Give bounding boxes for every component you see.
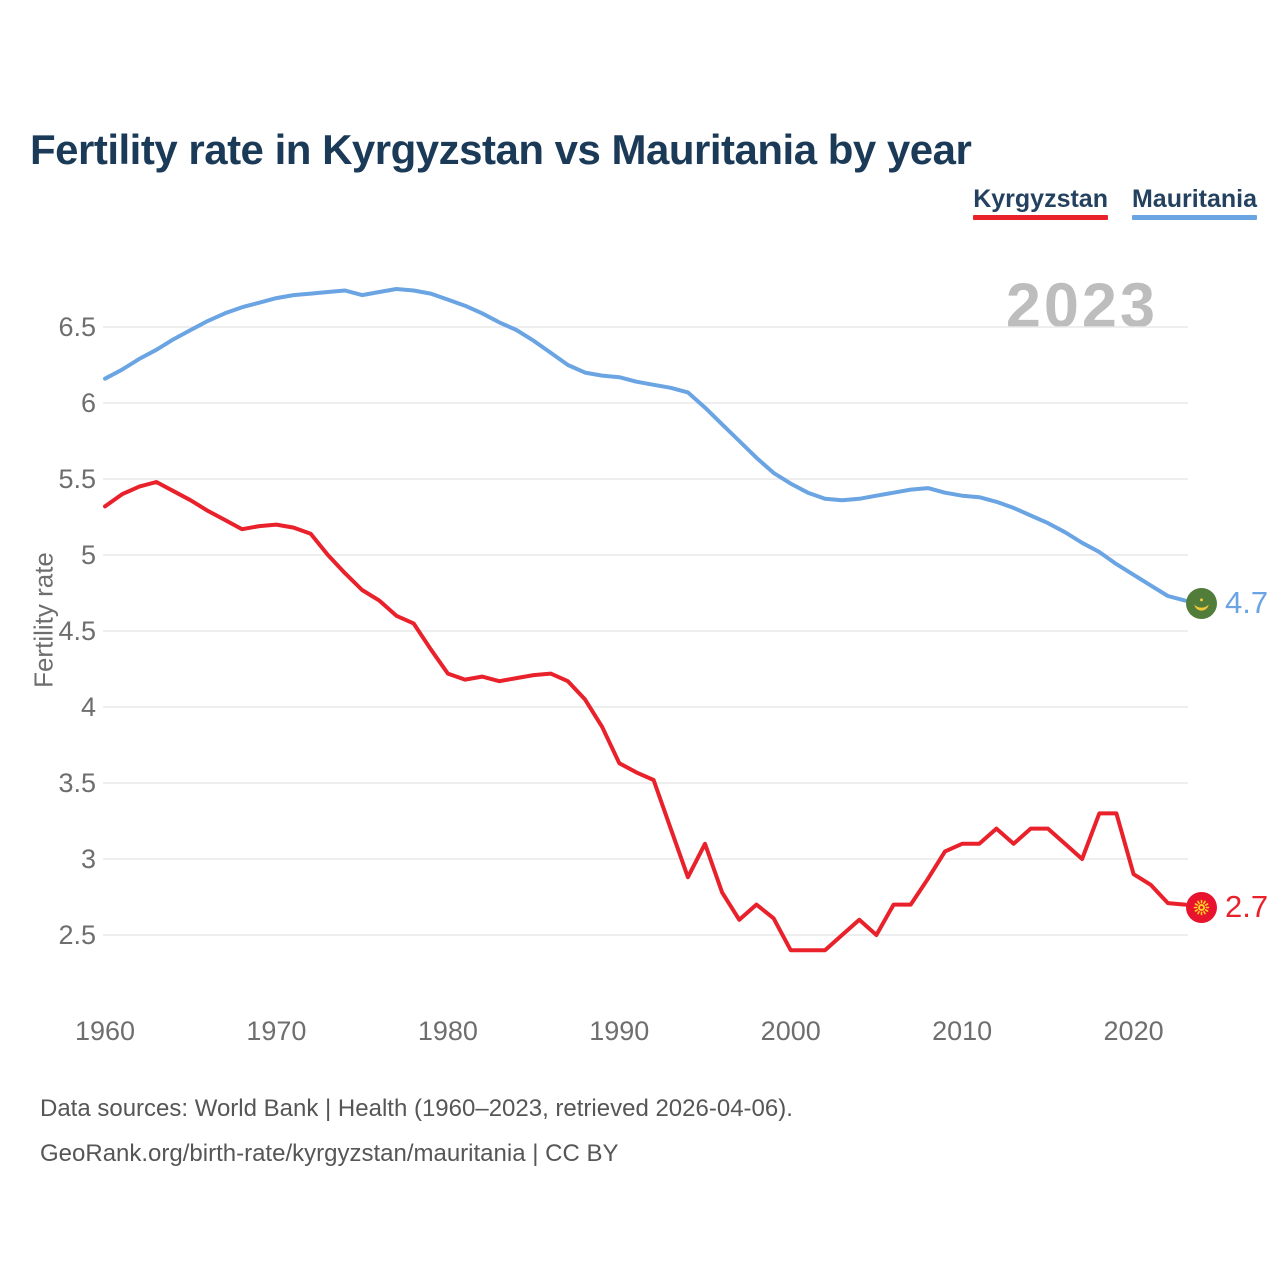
- y-tick-label: 5: [81, 540, 96, 570]
- x-tick-label: 1980: [418, 1016, 478, 1046]
- y-axis-title: Fertility rate: [28, 552, 59, 688]
- kyrgyzstan-flag-icon: [1186, 891, 1217, 923]
- legend-label-mauritania: Mauritania: [1131, 185, 1257, 213]
- y-tick-label: 4: [81, 692, 96, 722]
- legend: Kyrgyzstan Mauritania: [973, 186, 1257, 220]
- legend-item-mauritania[interactable]: Mauritania: [1131, 185, 1257, 220]
- y-tick-label: 6.5: [58, 312, 96, 342]
- y-tick-label: 5.5: [58, 464, 96, 494]
- end-value-mauritania: 4.7: [1225, 585, 1269, 621]
- series-line-kyrgyzstan[interactable]: [103, 480, 1187, 953]
- watermark-year: 2023: [1005, 271, 1158, 341]
- x-tick-label: 2020: [1104, 1016, 1164, 1046]
- mauritania-flag-icon: [1186, 587, 1217, 619]
- y-tick-label: 6: [81, 388, 96, 418]
- legend-underline-mauritania: [1131, 215, 1257, 220]
- x-tick-label: 2000: [761, 1016, 821, 1046]
- page-title: Fertility rate in Kyrgyzstan vs Mauritan…: [30, 126, 972, 174]
- legend-label-kyrgyzstan: Kyrgyzstan: [973, 185, 1108, 213]
- y-tick-label: 2.5: [58, 920, 96, 950]
- footer-sources-line: Data sources: World Bank | Health (1960–…: [40, 1095, 793, 1122]
- x-tick-label: 1990: [589, 1016, 649, 1046]
- x-tick-label: 2010: [932, 1016, 992, 1046]
- series-line-mauritania[interactable]: [103, 287, 1187, 603]
- end-label-kyrgyzstan: 2.7: [1186, 889, 1268, 925]
- legend-item-kyrgyzstan[interactable]: Kyrgyzstan: [973, 186, 1108, 220]
- y-tick-label: 3.5: [58, 768, 96, 798]
- y-tick-label: 3: [81, 844, 96, 874]
- x-tick-label: 1970: [246, 1016, 306, 1046]
- footer-attribution-line: GeoRank.org/birth-rate/kyrgyzstan/maurit…: [40, 1140, 619, 1167]
- y-tick-label: 4.5: [58, 616, 96, 646]
- end-value-kyrgyzstan: 2.7: [1225, 889, 1269, 925]
- footer: Data sources: World Bank | Health (1960–…: [40, 1086, 793, 1176]
- x-tick-label: 1960: [75, 1016, 135, 1046]
- legend-underline-kyrgyzstan: [973, 215, 1108, 220]
- end-label-mauritania: 4.7: [1186, 585, 1268, 621]
